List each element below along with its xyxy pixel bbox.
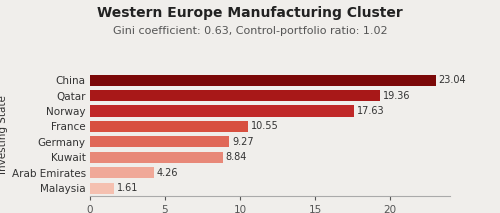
Text: 9.27: 9.27	[232, 137, 254, 147]
Bar	[90, 105, 354, 117]
Bar	[90, 183, 114, 194]
Text: Gini coefficient: 0.63, Control-portfolio ratio: 1.02: Gini coefficient: 0.63, Control-portfoli…	[112, 26, 388, 36]
Bar	[90, 152, 222, 163]
Text: 23.04: 23.04	[438, 75, 466, 85]
Text: 17.63: 17.63	[358, 106, 385, 116]
Bar	[90, 121, 248, 132]
Bar	[90, 90, 380, 101]
Text: 19.36: 19.36	[384, 91, 411, 101]
Text: 8.84: 8.84	[226, 152, 247, 162]
Y-axis label: Investing State: Investing State	[0, 95, 8, 174]
Text: Western Europe Manufacturing Cluster: Western Europe Manufacturing Cluster	[97, 6, 403, 20]
Text: 1.61: 1.61	[117, 183, 138, 193]
Bar	[90, 167, 154, 178]
Text: 4.26: 4.26	[157, 168, 178, 178]
Bar	[90, 136, 229, 147]
Text: 10.55: 10.55	[251, 121, 279, 131]
Bar	[90, 75, 436, 86]
